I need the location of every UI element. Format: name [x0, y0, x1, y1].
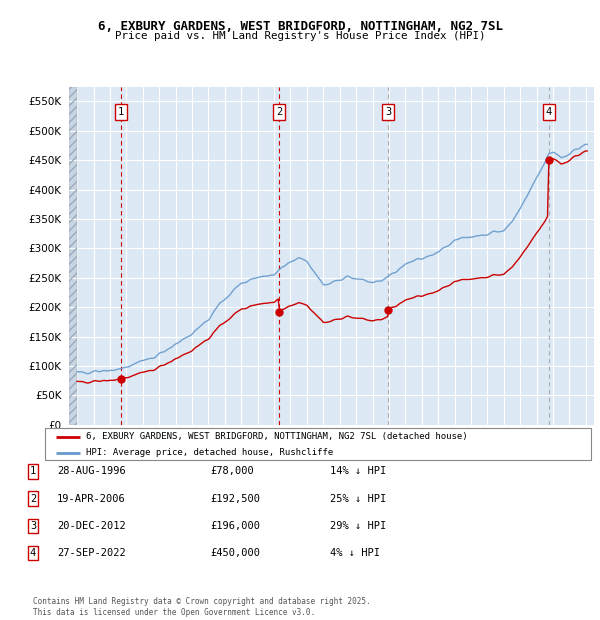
Text: 3: 3 — [385, 107, 392, 117]
Text: 6, EXBURY GARDENS, WEST BRIDGFORD, NOTTINGHAM, NG2 7SL (detached house): 6, EXBURY GARDENS, WEST BRIDGFORD, NOTTI… — [86, 432, 467, 441]
Bar — [69, 87, 77, 425]
Text: Contains HM Land Registry data © Crown copyright and database right 2025.
This d: Contains HM Land Registry data © Crown c… — [33, 598, 371, 617]
Text: £450,000: £450,000 — [210, 548, 260, 558]
Text: 2: 2 — [30, 494, 36, 503]
Text: £78,000: £78,000 — [210, 466, 254, 476]
Text: 20-DEC-2012: 20-DEC-2012 — [57, 521, 126, 531]
Text: HPI: Average price, detached house, Rushcliffe: HPI: Average price, detached house, Rush… — [86, 448, 333, 458]
Text: Price paid vs. HM Land Registry's House Price Index (HPI): Price paid vs. HM Land Registry's House … — [115, 31, 485, 41]
Text: 4: 4 — [545, 107, 552, 117]
FancyBboxPatch shape — [45, 428, 591, 460]
Text: 29% ↓ HPI: 29% ↓ HPI — [330, 521, 386, 531]
Text: 6, EXBURY GARDENS, WEST BRIDGFORD, NOTTINGHAM, NG2 7SL: 6, EXBURY GARDENS, WEST BRIDGFORD, NOTTI… — [97, 20, 503, 33]
Text: 28-AUG-1996: 28-AUG-1996 — [57, 466, 126, 476]
Text: 4% ↓ HPI: 4% ↓ HPI — [330, 548, 380, 558]
Text: £192,500: £192,500 — [210, 494, 260, 503]
Text: 4: 4 — [30, 548, 36, 558]
Text: 1: 1 — [30, 466, 36, 476]
Bar — [69, 87, 77, 425]
Text: 14% ↓ HPI: 14% ↓ HPI — [330, 466, 386, 476]
Text: 3: 3 — [30, 521, 36, 531]
Text: 19-APR-2006: 19-APR-2006 — [57, 494, 126, 503]
Text: 2: 2 — [276, 107, 282, 117]
Text: 25% ↓ HPI: 25% ↓ HPI — [330, 494, 386, 503]
Text: 27-SEP-2022: 27-SEP-2022 — [57, 548, 126, 558]
Text: 1: 1 — [118, 107, 124, 117]
Text: £196,000: £196,000 — [210, 521, 260, 531]
